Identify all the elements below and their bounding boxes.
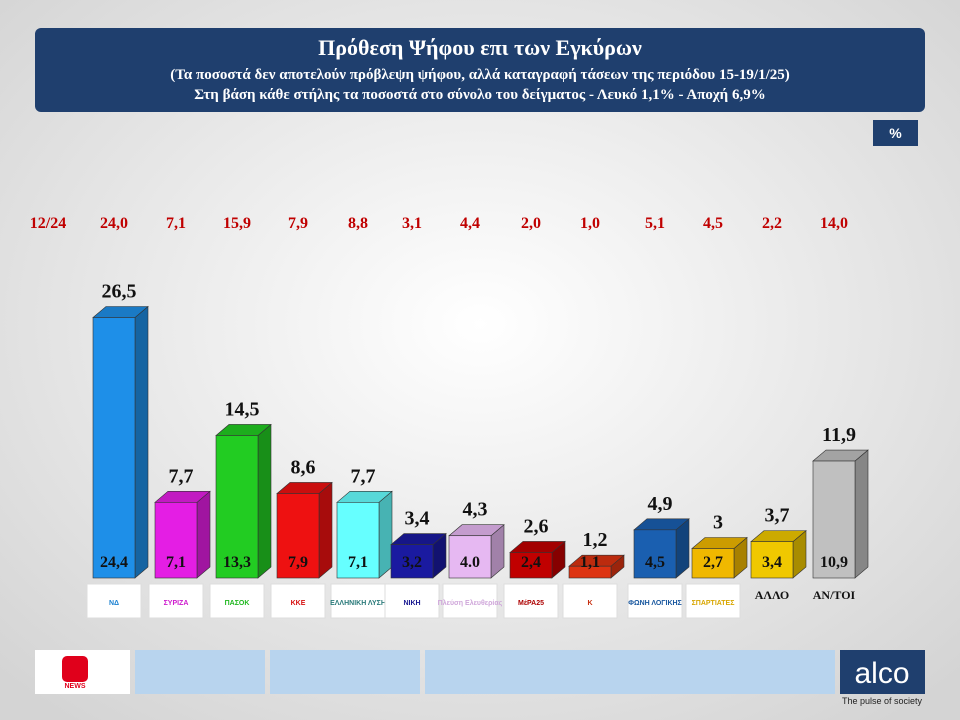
party-logo: [209, 583, 265, 619]
value-label: 14,5: [225, 398, 260, 420]
bar: [633, 529, 677, 579]
sample-value-label: 4,5: [645, 554, 665, 571]
previous-value: 1,0: [580, 215, 600, 232]
value-label: 1,2: [583, 529, 608, 551]
previous-value: 8,8: [348, 215, 368, 232]
sample-value-label: 24,4: [100, 554, 128, 571]
category-label: ΕΛΛΗΝΙΚΗ ΛΥΣΗ: [330, 600, 386, 607]
channel-logo: [62, 656, 88, 682]
bar-side: [854, 449, 869, 579]
bar: [390, 544, 434, 579]
tagline: The pulse of society: [842, 696, 923, 706]
category-label: ΑΝ/ΤΟΙ: [813, 588, 856, 602]
previous-value: 3,1: [402, 215, 422, 232]
bar-side: [134, 305, 149, 579]
value-label: 4,9: [648, 493, 673, 515]
bar-side: [318, 481, 333, 579]
party-logo: [148, 583, 204, 619]
bar-side: [257, 423, 272, 579]
category-label: ΠΑΣΟΚ: [225, 600, 250, 607]
party-logo: [270, 583, 326, 619]
sample-value-label: 1,1: [580, 554, 600, 571]
category-label: ΑΛΛΟ: [755, 588, 790, 602]
bar: [448, 535, 492, 579]
party-logo: [627, 583, 683, 619]
title-band: [35, 28, 925, 112]
category-label: ΣΥΡΙΖΑ: [164, 600, 189, 607]
previous-value: 4,5: [703, 215, 723, 232]
party-logo: [330, 583, 386, 619]
category-label: ΝΙΚΗ: [403, 600, 420, 607]
footer-strip: [270, 650, 420, 694]
previous-label: 12/24: [30, 215, 66, 232]
party-logo: [562, 583, 618, 619]
brand-box: [840, 650, 925, 694]
previous-value: 5,1: [645, 215, 665, 232]
note: Στη βάση κάθε στήλης τα ποσοστά στο σύνο…: [194, 87, 765, 103]
value-label: 4,3: [463, 499, 488, 521]
bar: [336, 502, 380, 579]
value-label: 11,9: [822, 424, 856, 446]
channel: NEWS: [65, 683, 86, 690]
party-logo: [685, 583, 741, 619]
sample-value-label: 7,1: [348, 554, 368, 571]
category-label: ΜέΡΑ25: [518, 600, 544, 607]
category-label: ΦΩΝΗ ΛΟΓΙΚΗΣ: [628, 600, 682, 607]
value-label: 8,6: [291, 456, 316, 478]
value-label: 3,7: [765, 505, 790, 527]
previous-value: 14,0: [820, 215, 848, 232]
footer-strip: [425, 650, 835, 694]
bar: [750, 541, 794, 579]
previous-value: 7,1: [166, 215, 186, 232]
bar: [509, 552, 553, 579]
sample-value-label: 3,4: [762, 554, 782, 571]
unit: %: [889, 125, 902, 141]
bar-side: [378, 490, 393, 579]
sample-value-label: 13,3: [223, 554, 251, 571]
previous-value: 4,4: [460, 215, 480, 232]
category-label: ΚΚΕ: [291, 600, 306, 607]
value-label: 2,6: [524, 515, 549, 537]
bar: [276, 493, 320, 579]
sample-value-label: 2,7: [703, 554, 723, 571]
bar: [92, 317, 136, 579]
category-label: Πλεύση Ελευθερίας: [438, 599, 503, 607]
chart-title: Πρόθεση Ψήφου επι των Εγκύρων: [318, 35, 642, 60]
previous-value: 7,9: [288, 215, 308, 232]
sample-value-label: 4.0: [460, 554, 480, 571]
bar-side: [196, 490, 211, 579]
previous-value: 2,2: [762, 215, 782, 232]
previous-value: 2,0: [521, 215, 541, 232]
value-label: 7,7: [169, 465, 194, 487]
party-logo: [442, 583, 498, 619]
unit-box: [873, 120, 918, 146]
sample-value-label: 2,4: [521, 554, 541, 571]
previous-value: 24,0: [100, 215, 128, 232]
brand: alco: [854, 657, 909, 690]
sample-value-label: 7,9: [288, 554, 308, 571]
value-label: 3: [713, 512, 723, 534]
value-label: 7,7: [351, 465, 376, 487]
footer-strip: [135, 650, 265, 694]
sample-value-label: 10,9: [820, 554, 848, 571]
sample-value-label: 7,1: [166, 554, 186, 571]
category-label: Κ: [587, 600, 592, 607]
value-label: 26,5: [102, 281, 137, 303]
category-label: ΣΠΑΡΤΙΑΤΕΣ: [692, 600, 735, 607]
party-logo: [384, 583, 440, 619]
bar: [812, 460, 856, 579]
value-label: 3,4: [405, 508, 430, 530]
previous-value: 15,9: [223, 215, 251, 232]
party-logo: [503, 583, 559, 619]
subtitle: (Τα ποσοστά δεν αποτελούν πρόβλεψη ψήφου…: [170, 67, 790, 83]
footer: NEWS alco The pulse of society: [35, 650, 925, 706]
sample-value-label: 3,2: [402, 554, 422, 571]
bar: [568, 565, 612, 579]
bar: [154, 502, 198, 579]
bar: [691, 548, 735, 579]
party-logo: [86, 583, 142, 619]
bar: [215, 435, 259, 579]
category-label: ΝΔ: [109, 600, 119, 607]
